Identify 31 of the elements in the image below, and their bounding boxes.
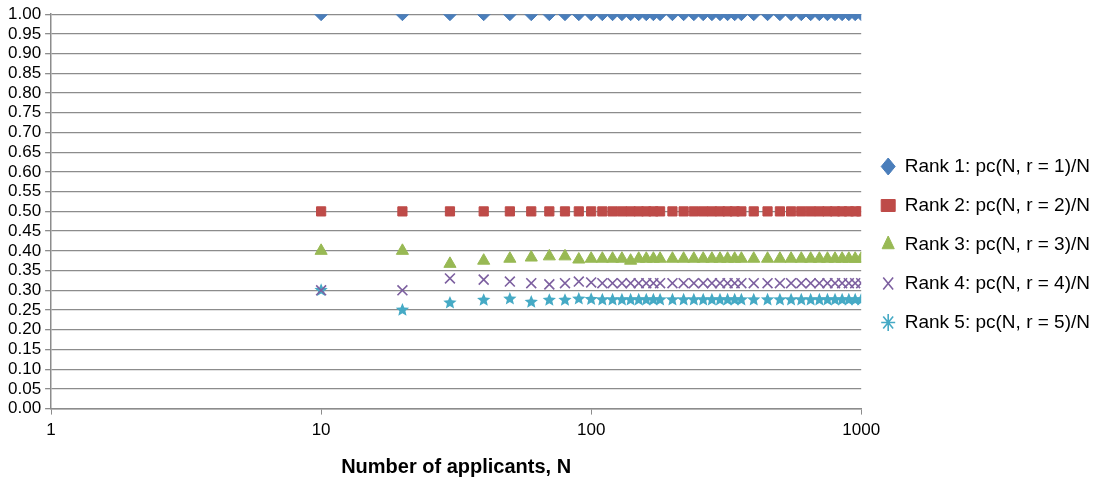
legend-label: Rank 5: pc(N, r = 5)/N (904, 310, 1091, 332)
y-tick-label: 0.90 (7, 43, 42, 63)
legend-label: Rank 4: pc(N, r = 4)/N (904, 271, 1091, 293)
legend-label: Rank 3: pc(N, r = 3)/N (904, 232, 1091, 254)
y-tick-label: 0.65 (7, 141, 42, 161)
y-tick-label: 0.55 (7, 181, 42, 201)
y-tick-label: 0.45 (7, 220, 42, 240)
y-tick-label: 0.50 (7, 201, 42, 221)
x-tick-label: 100 (576, 420, 606, 440)
y-tick-label: 0.05 (7, 378, 42, 398)
y-tick-label: 0.15 (7, 339, 42, 359)
legend-label: Rank 2: pc(N, r = 2)/N (904, 193, 1091, 215)
x-tick-label: 1000 (842, 420, 881, 440)
y-tick-label: 1.00 (7, 3, 42, 23)
y-tick-label: 0.35 (7, 260, 42, 280)
y-tick-label: 0.30 (7, 279, 42, 299)
y-tick-label: 0.60 (7, 161, 42, 181)
x-tick-label: 10 (311, 420, 331, 440)
legend-label: Rank 1: pc(N, r = 1)/N (904, 154, 1091, 176)
y-tick-label: 0.80 (7, 82, 42, 102)
y-tick-label: 0.10 (7, 358, 42, 378)
y-tick-label: 0.95 (7, 23, 42, 43)
y-tick-label: 0.25 (7, 299, 42, 319)
y-tick-label: 0.00 (7, 398, 42, 418)
y-tick-label: 0.70 (7, 122, 42, 142)
y-tick-label: 0.40 (7, 240, 42, 260)
x-axis-title: Number of applicants, N (341, 454, 572, 477)
y-tick-label: 0.75 (7, 102, 42, 122)
y-tick-label: 0.20 (7, 319, 42, 339)
x-tick-label: 1 (46, 420, 56, 440)
y-tick-label: 0.85 (7, 63, 42, 83)
